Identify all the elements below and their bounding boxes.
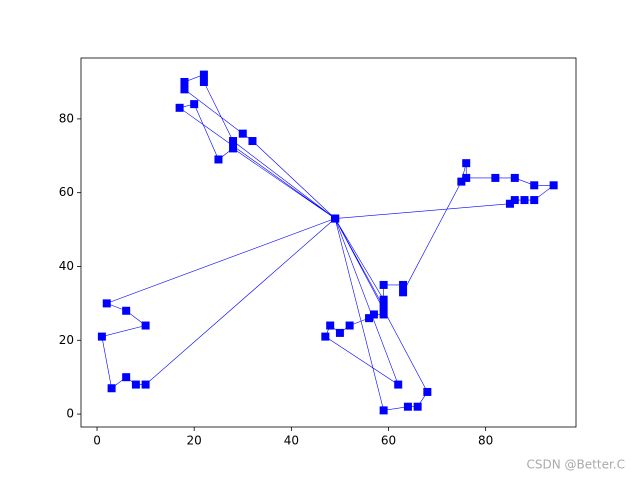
- point-marker: [379, 295, 388, 304]
- point-marker: [379, 310, 388, 319]
- point-marker: [379, 303, 388, 312]
- point-marker: [122, 373, 131, 382]
- point-marker: [122, 306, 131, 315]
- point-marker: [462, 173, 471, 182]
- point-marker: [457, 177, 466, 186]
- plot-frame: [80, 57, 577, 428]
- x-tick-label: 60: [381, 434, 396, 448]
- point-marker: [321, 332, 330, 341]
- x-tick-label: 80: [478, 434, 493, 448]
- point-marker: [520, 196, 529, 205]
- point-marker: [365, 314, 374, 323]
- x-tick-label: 20: [187, 434, 202, 448]
- point-marker: [102, 299, 111, 308]
- point-marker: [199, 77, 208, 86]
- point-marker: [530, 196, 539, 205]
- point-marker: [510, 196, 519, 205]
- point-marker: [107, 384, 116, 393]
- point-marker: [549, 181, 558, 190]
- point-marker: [403, 402, 412, 411]
- point-marker: [97, 332, 106, 341]
- point-marker: [335, 328, 344, 337]
- watermark: CSDN @Better.C: [527, 458, 625, 472]
- point-marker: [423, 387, 432, 396]
- y-tick-label: 0: [66, 407, 74, 421]
- point-marker: [379, 280, 388, 289]
- point-marker: [180, 77, 189, 86]
- point-marker: [331, 214, 340, 223]
- point-marker: [394, 380, 403, 389]
- y-tick-label: 20: [59, 333, 74, 347]
- point-marker: [131, 380, 140, 389]
- x-tick-label: 40: [284, 434, 299, 448]
- point-marker: [326, 321, 335, 330]
- point-marker: [510, 173, 519, 182]
- point-marker: [399, 288, 408, 297]
- point-marker: [413, 402, 422, 411]
- point-marker: [229, 137, 238, 146]
- x-tick-label: 0: [93, 434, 101, 448]
- point-marker: [379, 406, 388, 415]
- point-marker: [199, 70, 208, 79]
- point-marker: [190, 100, 199, 109]
- y-tick-label: 80: [59, 111, 74, 125]
- point-marker: [141, 380, 150, 389]
- point-marker: [530, 181, 539, 190]
- point-marker: [505, 199, 514, 208]
- point-marker: [238, 129, 247, 138]
- point-marker: [399, 280, 408, 289]
- point-marker: [229, 144, 238, 153]
- point-marker: [369, 310, 378, 319]
- point-marker: [491, 173, 500, 182]
- y-tick-label: 40: [59, 259, 74, 273]
- point-marker: [214, 155, 223, 164]
- point-marker: [248, 137, 257, 146]
- point-marker: [345, 321, 354, 330]
- point-marker: [462, 159, 471, 168]
- point-marker: [180, 85, 189, 94]
- point-marker: [141, 321, 150, 330]
- y-tick-label: 60: [59, 185, 74, 199]
- point-marker: [175, 103, 184, 112]
